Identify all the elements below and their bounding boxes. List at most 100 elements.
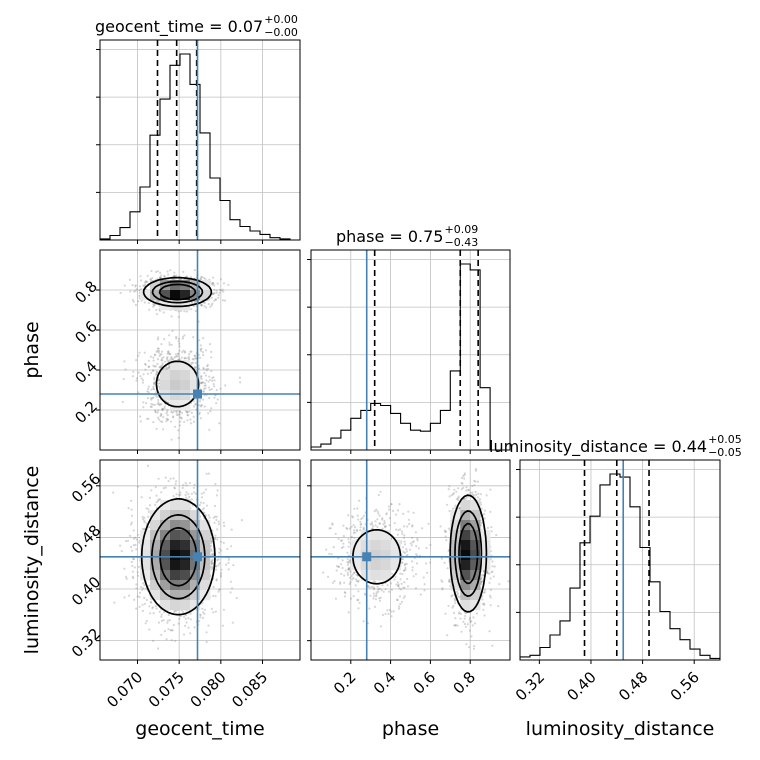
sample-point xyxy=(160,633,163,636)
sample-point xyxy=(473,622,477,625)
sample-point xyxy=(209,378,212,381)
sample-point xyxy=(480,507,483,510)
sample-point xyxy=(194,402,197,405)
sample-point xyxy=(135,538,138,541)
sample-point xyxy=(150,398,153,401)
sample-point xyxy=(175,335,178,339)
sample-point xyxy=(209,305,212,308)
sample-point xyxy=(186,410,189,413)
sample-point xyxy=(137,391,140,394)
sample-point xyxy=(204,488,208,491)
sample-point xyxy=(455,593,459,596)
sample-point xyxy=(187,617,190,620)
sample-point xyxy=(210,356,213,359)
sample-point xyxy=(133,598,136,601)
sample-point xyxy=(170,357,173,360)
sample-point xyxy=(147,391,150,394)
sample-point xyxy=(214,515,217,518)
sample-point xyxy=(213,537,217,540)
sample-point xyxy=(135,583,138,586)
sample-point xyxy=(227,283,230,286)
sample-point xyxy=(189,422,193,425)
sample-point xyxy=(462,620,465,624)
sample-point xyxy=(205,306,208,309)
sample-point xyxy=(147,301,150,305)
sample-point xyxy=(193,626,196,629)
sample-point xyxy=(159,276,162,279)
sample-point xyxy=(184,409,187,412)
sample-point xyxy=(211,566,214,570)
sample-point xyxy=(170,410,173,414)
sample-point xyxy=(215,565,218,568)
sample-point xyxy=(475,493,478,496)
sample-point xyxy=(144,281,147,284)
sample-point xyxy=(219,387,222,390)
sample-point xyxy=(160,403,163,406)
sample-point xyxy=(166,367,169,370)
sample-point xyxy=(210,559,213,562)
sample-point xyxy=(141,603,144,606)
sample-point xyxy=(211,552,214,556)
sample-point xyxy=(153,353,156,356)
sample-point xyxy=(182,483,185,487)
sample-point xyxy=(188,410,191,413)
sample-point xyxy=(153,382,156,385)
sample-point xyxy=(197,620,201,623)
sample-point xyxy=(131,375,134,378)
sample-point xyxy=(207,412,210,415)
sample-point xyxy=(181,486,184,489)
sample-point xyxy=(134,289,137,292)
sample-point xyxy=(172,415,175,418)
sample-point xyxy=(142,582,145,585)
sample-point xyxy=(153,365,156,368)
sample-point xyxy=(146,464,150,467)
sample-point xyxy=(474,468,478,471)
sample-point xyxy=(177,355,180,358)
sample-point xyxy=(152,305,155,308)
sample-point xyxy=(160,615,163,618)
sample-point xyxy=(464,625,467,628)
sample-point xyxy=(164,486,167,489)
sample-point xyxy=(143,602,146,605)
sample-point xyxy=(159,366,162,369)
sample-point xyxy=(158,366,161,369)
sample-point xyxy=(163,338,166,341)
sample-point xyxy=(160,274,163,277)
sample-point xyxy=(202,390,205,393)
sample-point xyxy=(175,355,179,358)
sample-point xyxy=(148,628,151,631)
sample-point xyxy=(453,597,456,601)
sample-point xyxy=(180,411,184,414)
sample-point xyxy=(465,496,468,499)
sample-point xyxy=(156,358,160,361)
sample-point xyxy=(210,561,213,564)
sample-point xyxy=(134,285,137,288)
sample-point xyxy=(203,612,206,615)
sample-point xyxy=(493,565,496,568)
sample-point xyxy=(229,591,232,594)
sample-point xyxy=(199,278,203,281)
sample-point xyxy=(131,564,134,567)
sample-point xyxy=(203,305,206,308)
sample-point xyxy=(474,469,477,472)
sample-point xyxy=(166,418,169,421)
sample-point xyxy=(211,568,214,571)
sample-point xyxy=(182,633,186,636)
sample-point xyxy=(220,549,223,552)
sample-point xyxy=(205,368,208,371)
sample-point xyxy=(446,567,449,570)
sample-point xyxy=(450,595,453,598)
sample-point xyxy=(469,491,472,494)
sample-point xyxy=(200,275,203,279)
sample-point xyxy=(183,420,186,423)
sample-point xyxy=(454,624,457,627)
sample-point xyxy=(132,529,135,532)
sample-point xyxy=(488,630,491,633)
sample-point xyxy=(454,617,457,620)
sample-point xyxy=(221,624,224,627)
sample-point xyxy=(141,527,144,531)
sample-point xyxy=(157,477,160,480)
sample-point xyxy=(192,415,195,418)
sample-point xyxy=(131,575,134,578)
sample-point xyxy=(199,613,202,616)
